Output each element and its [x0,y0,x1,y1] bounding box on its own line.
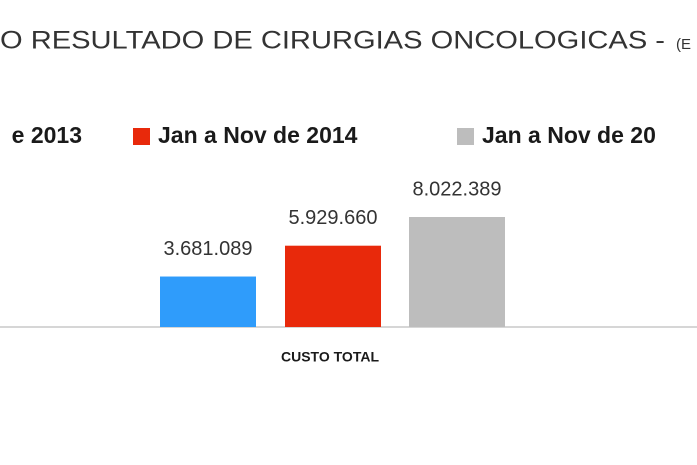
bar [409,217,505,327]
chart-subtitle: (E [676,36,691,53]
legend-swatch [457,128,474,145]
value-label: 5.929.660 [289,207,378,229]
value-label: 8.022.389 [413,178,502,200]
legend-label: Jan a Nov de 2014 [158,122,358,148]
value-label: 3.681.089 [164,238,253,260]
legend-label: e 2013 [12,122,82,148]
legend-swatch [133,128,150,145]
chart-title: O RESULTADO DE CIRURGIAS ONCOLOGICAS - [0,27,665,55]
legend-label: Jan a Nov de 20 [482,122,656,148]
bar [160,276,256,327]
x-tick-label: CUSTO TOTAL [281,349,379,365]
bar [285,245,381,327]
